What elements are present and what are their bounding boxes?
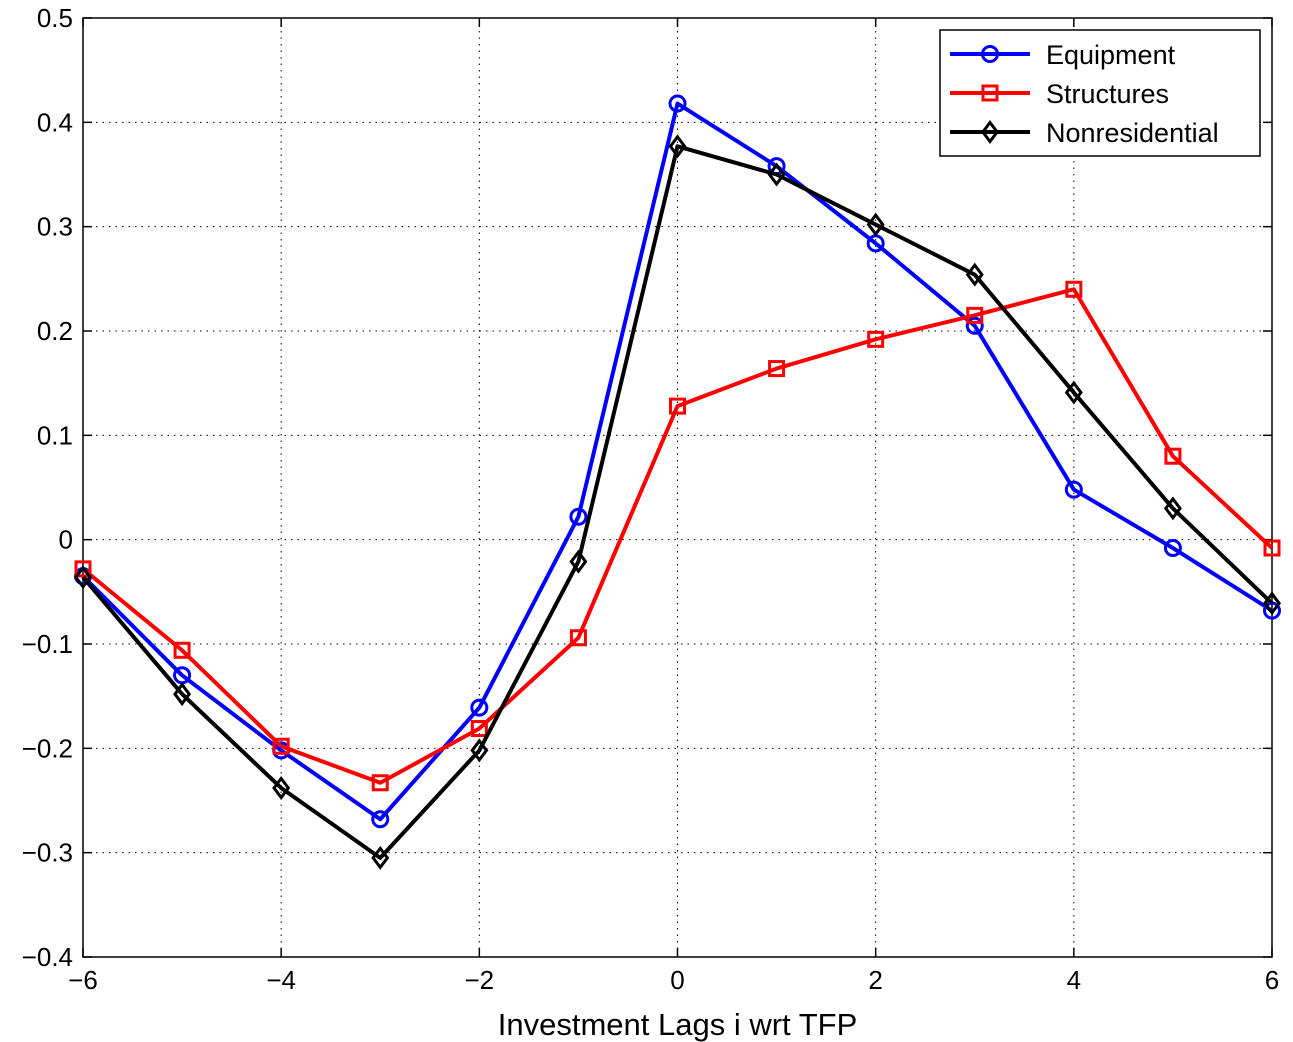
y-tick-label: −0.2 (22, 733, 73, 763)
x-tick-label: −4 (266, 965, 296, 995)
series-nonresidential (74, 134, 1281, 870)
data-point-structures (272, 737, 290, 755)
data-point-structures (74, 560, 92, 578)
x-tick-label: −6 (68, 965, 98, 995)
data-point-structures (470, 720, 488, 738)
data-point-equipment (470, 698, 489, 717)
series-structures (74, 280, 1281, 792)
data-point-nonresidential (74, 565, 92, 590)
legend-label-equipment: Equipment (1046, 40, 1176, 70)
legend-label-nonresidential: Nonresidential (1046, 118, 1219, 148)
series-group (74, 94, 1281, 870)
x-axis-title: Investment Lags i wrt TFP (498, 1007, 858, 1042)
data-point-nonresidential (1163, 496, 1182, 521)
data-point-nonresidential (272, 775, 291, 800)
data-point-nonresidential (767, 162, 786, 187)
legend: Equipment Structures Nonresidential (939, 29, 1261, 157)
data-point-structures (768, 360, 786, 378)
data-point-equipment (965, 316, 984, 335)
data-point-structures (1164, 447, 1182, 465)
legend-marker-equipment (981, 45, 999, 63)
x-tick-label: 0 (670, 965, 684, 995)
x-tick-label: −2 (465, 965, 495, 995)
legend-item-structures: Structures (950, 79, 1169, 109)
data-point-structures (867, 330, 885, 348)
data-point-structures (569, 629, 587, 647)
data-point-structures (669, 397, 686, 415)
y-tick-label: −0.1 (22, 629, 73, 659)
legend-marker-nonresidential (981, 120, 999, 144)
data-point-structures (966, 306, 984, 324)
y-tick-label: 0.1 (37, 420, 73, 450)
axis-ticks: −6 −4 −2 0 2 4 6 −0.4 −0.3 −0.2 −0.1 0 0.1 0.2 0.3 0.4 0… (22, 3, 1280, 995)
data-point-structures (371, 774, 389, 792)
y-tick-label: 0.2 (37, 316, 73, 346)
data-point-nonresidential (866, 212, 885, 237)
x-tick-label: 4 (1067, 965, 1081, 995)
data-point-equipment (1163, 539, 1182, 558)
y-tick-label: 0.4 (37, 107, 73, 137)
legend-label-structures: Structures (1046, 79, 1169, 109)
legend-item-nonresidential: Nonresidential (950, 118, 1219, 148)
data-point-nonresidential (1064, 380, 1083, 405)
data-point-structures (1263, 539, 1281, 557)
y-tick-label: −0.4 (22, 942, 73, 972)
data-point-nonresidential (965, 262, 984, 287)
y-tick-label: −0.3 (22, 838, 73, 868)
data-point-equipment (569, 507, 588, 526)
x-tick-label: 2 (868, 965, 882, 995)
series-line-structures (81, 287, 1274, 785)
y-tick-label: 0.3 (37, 212, 73, 242)
data-point-structures (1065, 280, 1083, 298)
x-tick-label: 6 (1265, 965, 1279, 995)
legend-marker-structures (981, 84, 999, 102)
series-line-equipment (81, 101, 1274, 822)
data-point-nonresidential (569, 549, 588, 574)
data-point-nonresidential (668, 134, 687, 159)
data-point-nonresidential (371, 845, 390, 870)
data-point-nonresidential (173, 682, 192, 707)
data-point-structures (173, 641, 191, 659)
y-tick-label: 0 (59, 525, 73, 555)
legend-item-equipment: Equipment (950, 40, 1176, 70)
series-line-nonresidential (81, 144, 1274, 860)
data-point-equipment (371, 810, 390, 829)
data-point-equipment (668, 94, 687, 113)
data-point-equipment (1064, 480, 1083, 499)
y-tick-label: 0.5 (37, 3, 73, 33)
data-point-nonresidential (1263, 591, 1281, 616)
data-point-nonresidential (470, 738, 489, 763)
